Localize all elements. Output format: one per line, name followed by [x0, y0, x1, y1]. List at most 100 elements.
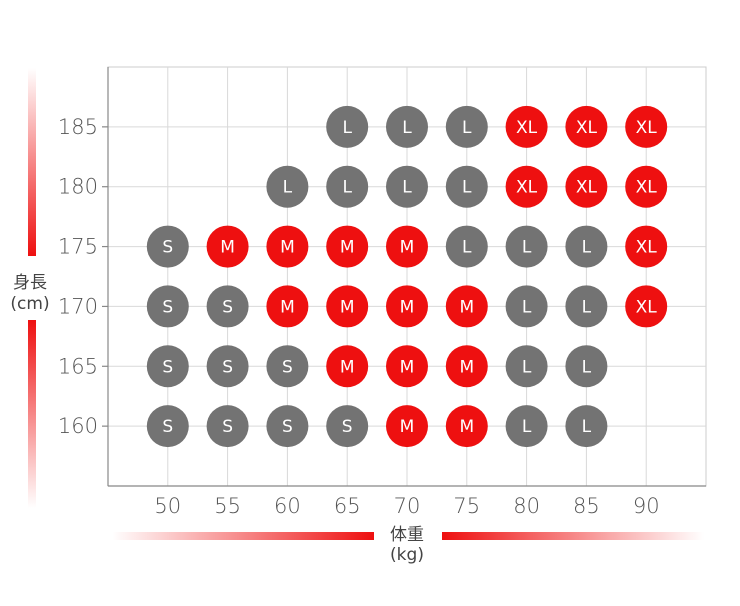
- marker-label: L: [402, 178, 412, 198]
- marker-circle: [505, 105, 548, 148]
- marker-label: XL: [636, 297, 658, 317]
- marker-label: L: [582, 417, 592, 437]
- size-markers: L L L XL XL XL L L L L XL XL XL S M M M M L L L XL S S M M M M L L XL S…: [146, 105, 668, 448]
- size-marker-m: M: [326, 225, 369, 268]
- size-marker-l: L: [505, 345, 548, 388]
- marker-label: L: [582, 357, 592, 377]
- marker-circle: [386, 285, 428, 328]
- size-marker-m: M: [386, 345, 428, 388]
- size-marker-l: L: [505, 225, 548, 268]
- marker-circle: [445, 165, 488, 208]
- size-marker-m: M: [445, 285, 488, 328]
- marker-circle: [266, 285, 309, 328]
- size-marker-l: L: [565, 225, 608, 268]
- size-marker-l: L: [386, 165, 428, 208]
- marker-circle: [505, 405, 548, 448]
- marker-label: L: [522, 297, 532, 317]
- y-axis-gradient-top: [28, 68, 36, 256]
- marker-label: XL: [636, 238, 658, 258]
- size-marker-xl: XL: [505, 105, 548, 148]
- y-axis-title: 身長: [13, 273, 47, 293]
- marker-label: M: [340, 297, 355, 317]
- x-axis-unit: (kg): [390, 545, 424, 565]
- marker-circle: [206, 285, 249, 328]
- marker-circle: [625, 165, 668, 208]
- marker-label: S: [162, 238, 173, 258]
- marker-label: XL: [636, 118, 658, 138]
- size-marker-xl: XL: [625, 165, 668, 208]
- marker-label: S: [282, 357, 293, 377]
- marker-label: S: [342, 417, 353, 437]
- size-marker-m: M: [326, 285, 369, 328]
- x-tick-label: 50: [154, 494, 181, 518]
- marker-label: S: [222, 417, 233, 437]
- marker-circle: [266, 405, 309, 448]
- marker-circle: [326, 165, 369, 208]
- marker-label: XL: [516, 178, 538, 198]
- marker-label: L: [342, 118, 352, 138]
- marker-circle: [206, 345, 249, 388]
- marker-label: M: [400, 297, 415, 317]
- y-axis-unit: (cm): [10, 294, 49, 314]
- size-marker-m: M: [266, 285, 309, 328]
- marker-label: XL: [516, 118, 538, 138]
- size-marker-m: M: [206, 225, 249, 268]
- size-marker-m: M: [386, 405, 428, 448]
- x-axis-gradient-left: [112, 532, 374, 540]
- size-marker-l: L: [326, 165, 369, 208]
- marker-label: S: [162, 357, 173, 377]
- marker-circle: [146, 345, 189, 388]
- marker-label: M: [459, 357, 474, 377]
- marker-label: L: [522, 238, 532, 258]
- y-tick-label: 170: [58, 294, 98, 318]
- marker-label: S: [282, 417, 293, 437]
- marker-label: M: [400, 238, 415, 258]
- x-axis-gradient-right: [442, 532, 704, 540]
- size-marker-l: L: [445, 225, 488, 268]
- marker-label: L: [342, 178, 352, 198]
- marker-circle: [445, 345, 488, 388]
- marker-label: XL: [636, 178, 658, 198]
- size-marker-s: S: [146, 225, 189, 268]
- size-marker-s: S: [146, 345, 189, 388]
- size-marker-xl: XL: [565, 165, 608, 208]
- size-marker-s: S: [266, 345, 309, 388]
- marker-label: M: [280, 297, 295, 317]
- marker-circle: [445, 405, 488, 448]
- marker-label: XL: [576, 118, 598, 138]
- size-marker-m: M: [386, 285, 428, 328]
- size-marker-l: L: [505, 285, 548, 328]
- marker-label: M: [459, 297, 474, 317]
- marker-circle: [445, 105, 488, 148]
- x-tick-label: 55: [214, 494, 241, 518]
- marker-circle: [386, 345, 428, 388]
- x-tick-label: 90: [633, 494, 660, 518]
- marker-circle: [625, 105, 668, 148]
- x-tick-labels: 50 55 60 65 70 75 80 85 90: [154, 494, 659, 518]
- marker-label: S: [222, 297, 233, 317]
- x-tick-label: 80: [513, 494, 540, 518]
- size-marker-l: L: [266, 165, 309, 208]
- marker-circle: [386, 165, 428, 208]
- marker-circle: [266, 165, 309, 208]
- marker-circle: [445, 285, 488, 328]
- size-marker-m: M: [445, 345, 488, 388]
- marker-label: M: [400, 357, 415, 377]
- x-tick-label: 75: [453, 494, 480, 518]
- marker-label: XL: [576, 178, 598, 198]
- marker-label: L: [582, 297, 592, 317]
- marker-circle: [505, 285, 548, 328]
- marker-circle: [266, 345, 309, 388]
- size-marker-s: S: [206, 345, 249, 388]
- size-marker-m: M: [266, 225, 309, 268]
- marker-label: L: [462, 118, 472, 138]
- marker-circle: [266, 225, 309, 268]
- size-marker-l: L: [565, 345, 608, 388]
- marker-circle: [326, 345, 369, 388]
- marker-label: L: [283, 178, 293, 198]
- marker-circle: [386, 405, 428, 448]
- marker-label: L: [462, 178, 472, 198]
- marker-circle: [565, 105, 608, 148]
- marker-label: M: [340, 238, 355, 258]
- marker-label: L: [402, 118, 412, 138]
